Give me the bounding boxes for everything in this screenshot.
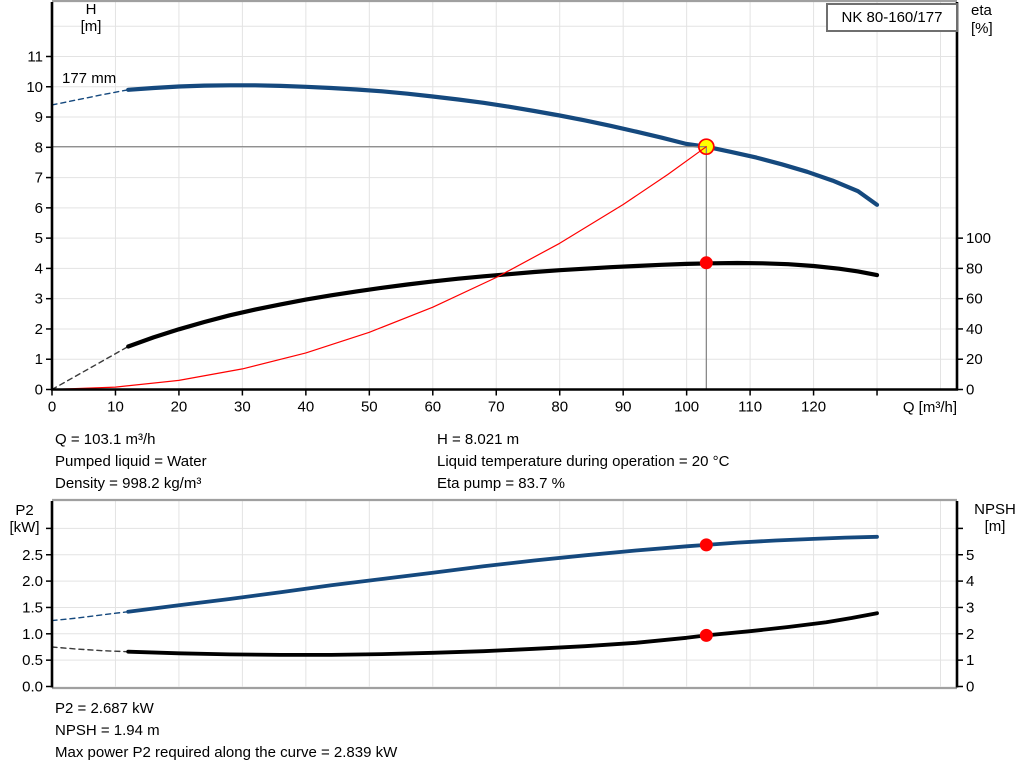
p2-axis-unit: [kW] bbox=[9, 519, 40, 536]
info-p2: P2 = 2.687 kW bbox=[55, 700, 154, 717]
power-npsh-chart: 0.0 0.5 1.0 1.5 2.0 2.5 0 1 2 3 4 5 bbox=[22, 498, 974, 696]
tick-label: 80 bbox=[551, 399, 568, 416]
tick-label: 40 bbox=[298, 399, 315, 416]
tick-label: 100 bbox=[966, 230, 991, 247]
tick-label: 100 bbox=[674, 399, 699, 416]
eta-axis-title: eta bbox=[971, 2, 992, 19]
tick-label: 1 bbox=[35, 351, 43, 368]
tick-label: 5 bbox=[35, 230, 43, 247]
h-axis-title: H bbox=[85, 1, 97, 18]
tick-label: 90 bbox=[615, 399, 632, 416]
npsh-operating-point bbox=[699, 628, 713, 642]
info-max-p2: Max power P2 required along the curve = … bbox=[55, 744, 398, 761]
efficiency-curve bbox=[126, 260, 880, 349]
h-axis-unit: [m] bbox=[80, 18, 102, 35]
p2-axis-title: P2 bbox=[15, 502, 34, 519]
p2-curve bbox=[126, 534, 879, 614]
tick-label: 4 bbox=[966, 573, 974, 590]
tick-label: 20 bbox=[171, 399, 188, 416]
head-curve-dashed bbox=[51, 89, 129, 106]
tick-label: 6 bbox=[35, 200, 43, 217]
tick-label: 0.5 bbox=[22, 652, 43, 669]
system-curve bbox=[51, 146, 707, 391]
tick-label: 9 bbox=[35, 109, 43, 126]
tick-label: 11 bbox=[27, 48, 43, 65]
info-temperature: Liquid temperature during operation = 20… bbox=[437, 453, 730, 470]
efficiency-point bbox=[699, 256, 713, 270]
tick-label: 70 bbox=[488, 399, 505, 416]
tick-label: 0 bbox=[48, 399, 56, 416]
info-head: H = 8.021 m bbox=[437, 431, 520, 448]
duty-point-ring bbox=[697, 138, 715, 156]
tick-label: 8 bbox=[35, 139, 43, 156]
npsh-axis-title: NPSH bbox=[974, 501, 1016, 518]
eta-axis-unit: [%] bbox=[971, 20, 993, 37]
npsh-curve-dashed bbox=[51, 646, 129, 653]
tick-label: 0 bbox=[966, 382, 974, 399]
tick-label: 10 bbox=[107, 399, 124, 416]
tick-label: 60 bbox=[966, 291, 983, 308]
tick-label: 110 bbox=[738, 399, 762, 416]
tick-label: 1 bbox=[966, 652, 974, 669]
info-npsh: NPSH = 1.94 m bbox=[55, 722, 160, 739]
tick-label: 1.0 bbox=[22, 626, 43, 643]
npsh-axis-unit: [m] bbox=[984, 518, 1006, 535]
tick-label: 2.0 bbox=[22, 573, 43, 590]
tick-label: 2 bbox=[35, 321, 43, 338]
info-liquid: Pumped liquid = Water bbox=[55, 453, 207, 470]
tick-label: 20 bbox=[966, 351, 983, 368]
tick-label: 5 bbox=[966, 547, 974, 564]
q-axis-title: Q [m³/h] bbox=[902, 399, 957, 416]
tick-label: 2.5 bbox=[22, 547, 43, 564]
tick-label: 7 bbox=[35, 170, 43, 187]
info-eta-pump: Eta pump = 83.7 % bbox=[437, 475, 565, 492]
tick-label: 50 bbox=[361, 399, 378, 416]
impeller-diameter-label: 177 mm bbox=[62, 70, 117, 87]
tick-label: 3 bbox=[966, 599, 974, 616]
head-curve bbox=[126, 83, 880, 207]
tick-label: 4 bbox=[35, 260, 43, 277]
p2-curve-dashed bbox=[51, 611, 129, 622]
efficiency-curve-dashed bbox=[51, 345, 129, 391]
info-density: Density = 998.2 kg/m³ bbox=[55, 475, 202, 492]
tick-label: 0 bbox=[35, 382, 43, 399]
info-flow: Q = 103.1 m³/h bbox=[55, 431, 156, 448]
tick-label: 1.5 bbox=[22, 599, 43, 616]
pump-model-box: NK 80-160/177 bbox=[826, 3, 958, 32]
tick-label: 120 bbox=[801, 399, 826, 416]
tick-label: 0 bbox=[966, 679, 974, 696]
tick-label: 30 bbox=[234, 399, 251, 416]
tick-label: 2 bbox=[966, 626, 974, 643]
tick-label: 80 bbox=[966, 260, 983, 277]
tick-label: 10 bbox=[26, 79, 43, 96]
tick-label: 60 bbox=[424, 399, 441, 416]
tick-label: 3 bbox=[35, 291, 43, 308]
p2-operating-point bbox=[699, 538, 713, 552]
tick-label: 40 bbox=[966, 321, 983, 338]
tick-label: 0.0 bbox=[22, 679, 43, 696]
npsh-curve bbox=[126, 611, 879, 657]
